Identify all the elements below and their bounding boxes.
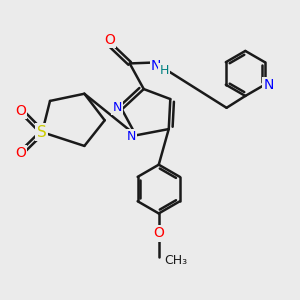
Text: O: O	[15, 104, 26, 118]
Text: CH₃: CH₃	[164, 254, 188, 267]
Text: N: N	[127, 130, 136, 143]
Text: O: O	[15, 146, 26, 160]
Text: N: N	[151, 59, 161, 73]
Text: O: O	[104, 33, 115, 47]
Text: N: N	[263, 78, 274, 92]
Text: N: N	[112, 101, 122, 114]
Text: S: S	[37, 125, 46, 140]
Text: H: H	[159, 64, 169, 77]
Text: O: O	[153, 226, 164, 240]
